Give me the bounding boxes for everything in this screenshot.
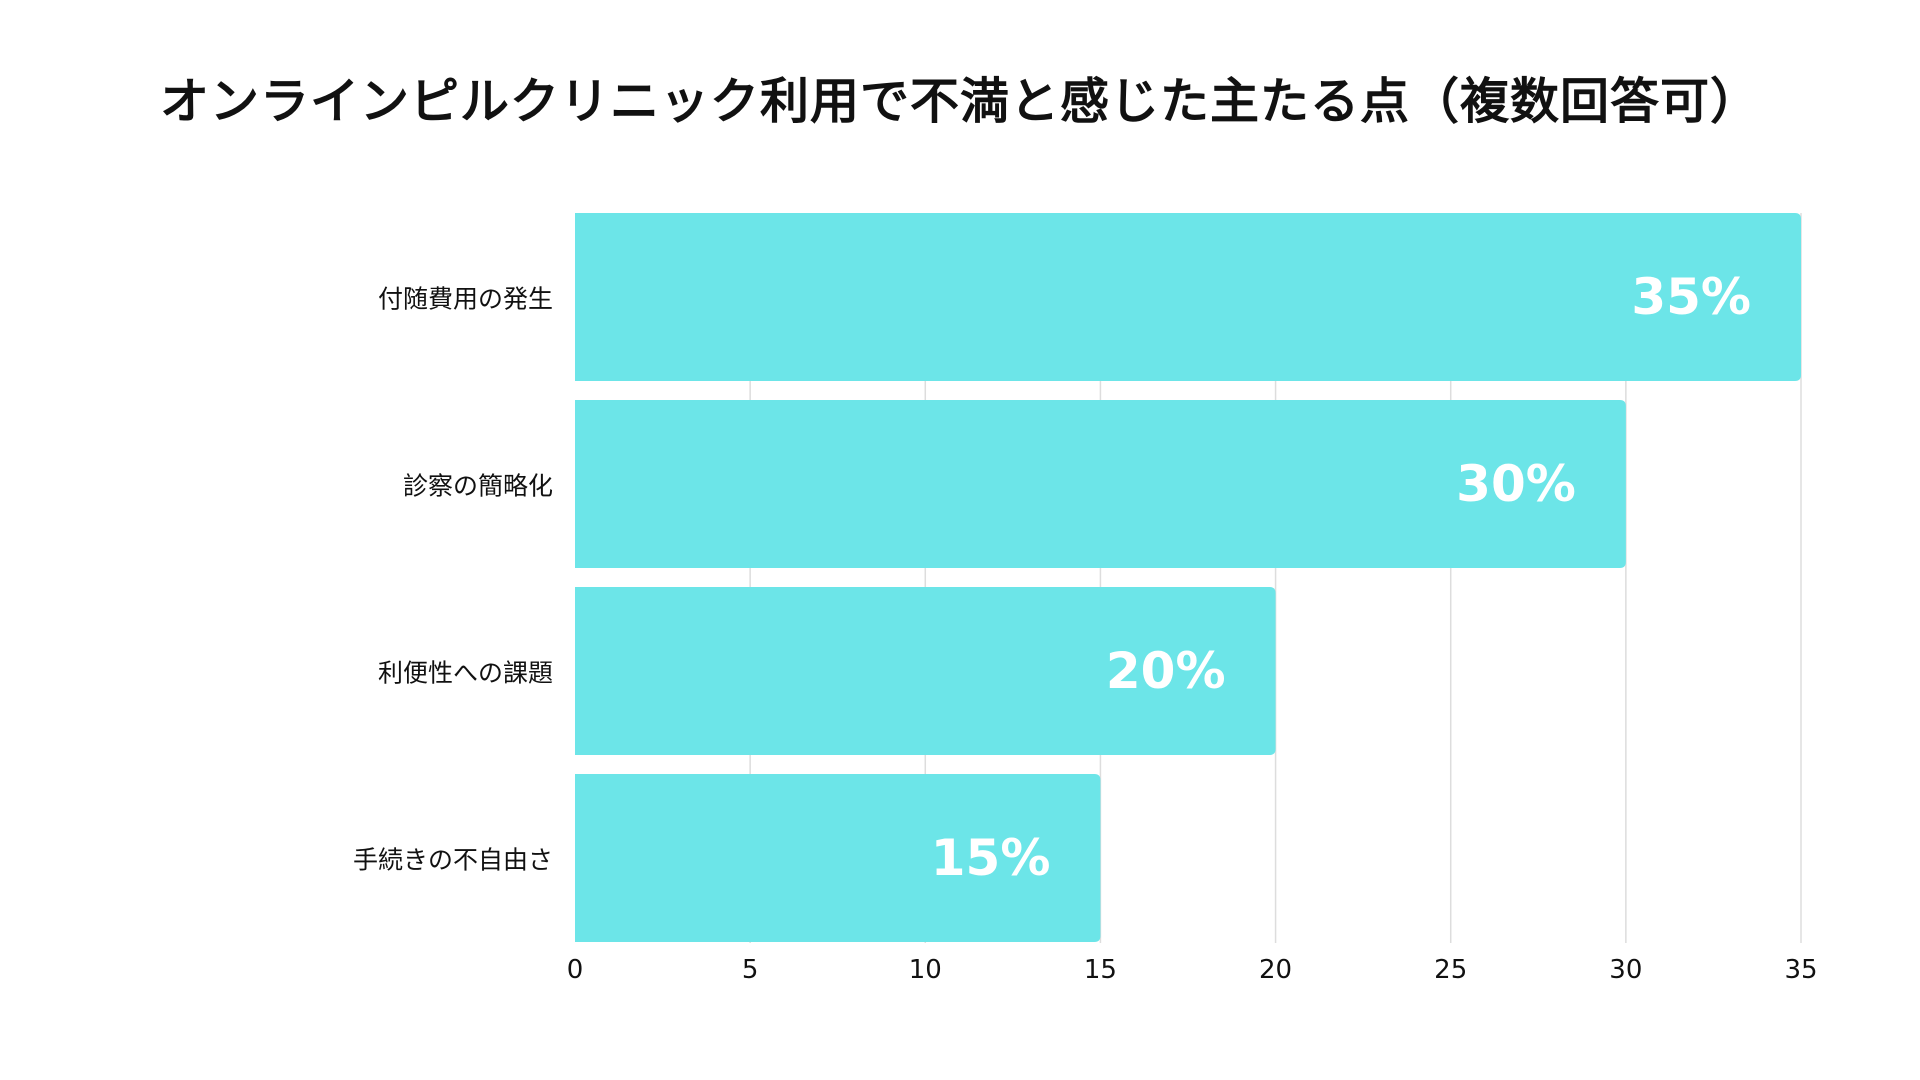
category-label: 手続きの不自由さ: [353, 846, 553, 875]
x-tick-label: 15: [1084, 955, 1117, 985]
data-label: 20%: [1106, 642, 1226, 700]
x-tick-label: 10: [909, 955, 942, 985]
chart-title: オンラインピルクリニック利用で不満と感じた主たる点（複数回答可）: [159, 73, 1760, 130]
bar: [575, 400, 1626, 568]
category-label: 診察の簡略化: [403, 472, 553, 501]
data-label: 15%: [931, 829, 1051, 887]
bars: 35% 30% 20% 15%: [575, 213, 1801, 942]
x-tick-label: 5: [742, 955, 759, 985]
x-tick-label: 25: [1434, 955, 1467, 985]
bar: [575, 587, 1276, 755]
bar: [575, 213, 1801, 381]
data-label: 35%: [1631, 268, 1751, 326]
category-label: 利便性への課題: [378, 659, 553, 688]
data-label: 30%: [1456, 455, 1576, 513]
category-label: 付随費用の発生: [378, 285, 553, 314]
x-tick-label: 20: [1259, 955, 1292, 985]
x-axis-ticks: 0 5 10 15 20 25 30 35: [567, 955, 1818, 985]
bar: [575, 774, 1101, 942]
x-tick-label: 35: [1784, 955, 1817, 985]
x-tick-label: 0: [567, 955, 584, 985]
x-tick-label: 30: [1609, 955, 1642, 985]
